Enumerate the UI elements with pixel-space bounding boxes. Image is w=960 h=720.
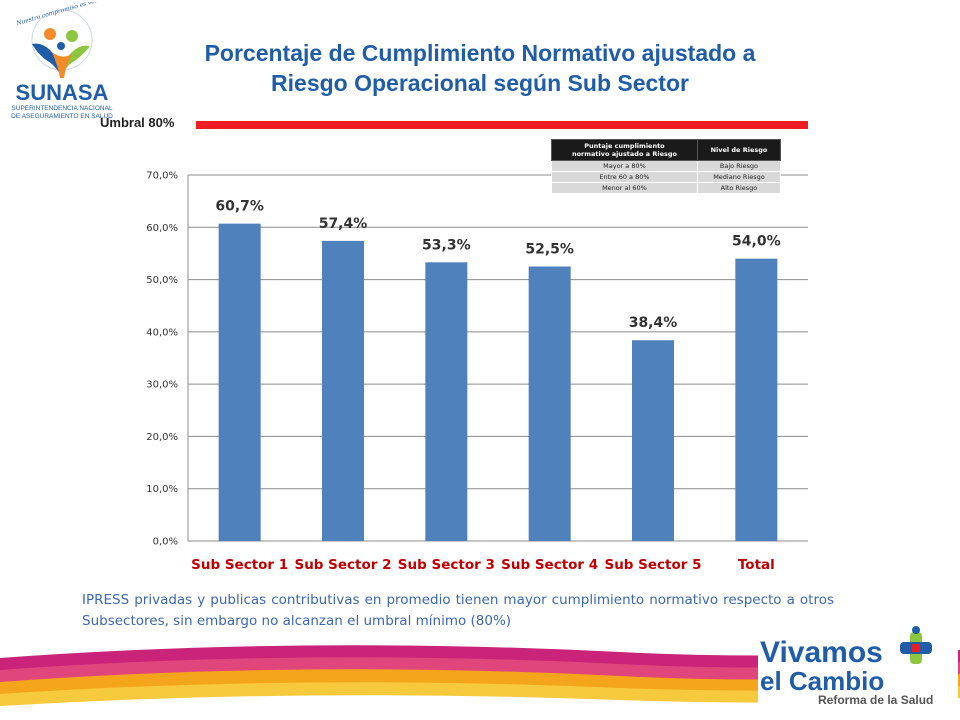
- y-tick-label: 0,0%: [153, 537, 178, 548]
- category-label: Total: [738, 557, 775, 573]
- page-title: Porcentaje de Cumplimiento Normativo aju…: [140, 38, 820, 98]
- data-labels: 60,7% 57,4% 53,3% 52,5% 38,4% 54,0%: [215, 199, 780, 332]
- risk-level-table: Puntaje cumplimiento normativo ajustado …: [551, 139, 782, 194]
- risk-table-row: Mayor a 80% Bajo Riesgo: [551, 160, 782, 172]
- category-label: Sub Sector 5: [604, 557, 701, 573]
- vivamos-word: Vivamos: [760, 636, 883, 669]
- category-label: Sub Sector 3: [398, 557, 495, 573]
- risk-table-header-score: Puntaje cumplimiento normativo ajustado …: [551, 139, 698, 161]
- risk-table-range: Menor al 60%: [551, 182, 698, 194]
- sunasa-subtitle-1: SUPERINTENDENCIA NACIONAL: [11, 105, 113, 112]
- data-label: 52,5%: [525, 242, 574, 258]
- risk-table-header: Puntaje cumplimiento normativo ajustado …: [551, 139, 782, 161]
- category-label: Sub Sector 4: [501, 557, 598, 573]
- risk-table-header-score-2: normativo ajustado a Riesgo: [571, 150, 677, 158]
- risk-table-level: Mediano Riesgo: [696, 171, 782, 183]
- bar-chart: 60,7% 57,4% 53,3% 52,5% 38,4% 54,0% 0,0% 10,0%…: [146, 171, 808, 573]
- bar: [322, 240, 364, 541]
- threshold-label: Umbral 80%: [100, 115, 175, 130]
- data-label: 53,3%: [422, 237, 471, 253]
- cross-icon: [900, 626, 932, 664]
- y-tick-label: 70,0%: [146, 171, 178, 182]
- risk-table-level: Bajo Riesgo: [696, 160, 782, 172]
- risk-table-range: Mayor a 80%: [551, 160, 698, 172]
- risk-table-row: Entre 60 a 80% Mediano Riesgo: [551, 171, 782, 183]
- y-tick-label: 50,0%: [146, 275, 178, 286]
- y-axis-ticks: 0,0% 10,0% 20,0% 30,0% 40,0% 50,0% 60,0% 70,0%: [146, 171, 178, 548]
- y-tick-label: 30,0%: [146, 380, 178, 391]
- title-line-2: Riesgo Operacional según Sub Sector: [271, 70, 689, 96]
- bars: [218, 223, 778, 541]
- summary-note: IPRESS privadas y publicas contributivas…: [82, 592, 834, 629]
- data-label: 38,4%: [629, 315, 678, 331]
- risk-table-header-score-1: Puntaje cumplimiento: [584, 142, 665, 150]
- risk-table-level: Alto Riesgo: [696, 182, 782, 194]
- y-tick-label: 60,0%: [146, 223, 178, 234]
- data-label: 57,4%: [319, 216, 368, 232]
- category-label: Sub Sector 2: [294, 557, 391, 573]
- title-line-1: Porcentaje de Cumplimiento Normativo aju…: [204, 40, 756, 66]
- bar: [528, 266, 571, 541]
- bar: [218, 223, 261, 541]
- sunasa-wordmark: SUNASA: [16, 80, 109, 105]
- risk-table-range: Entre 60 a 80%: [551, 171, 698, 183]
- vivamos-el-cambio-logo: Vivamos el Cambio Reforma de la Salud: [758, 620, 958, 710]
- bar: [632, 340, 674, 541]
- risk-table-row: Menor al 60% Alto Riesgo: [551, 182, 782, 194]
- el-cambio-word: el Cambio: [760, 666, 884, 696]
- sunasa-subtitle-2: DE ASEGURAMIENTO EN SALUD: [11, 113, 113, 120]
- reforma-tagline: Reforma de la Salud: [818, 693, 933, 707]
- x-axis-labels: Sub Sector 1 Sub Sector 2 Sub Sector 3 Sub …: [191, 557, 775, 573]
- grid: [187, 174, 808, 542]
- category-label: Sub Sector 1: [191, 557, 288, 573]
- y-tick-label: 20,0%: [146, 432, 178, 443]
- y-tick-label: 10,0%: [146, 484, 178, 495]
- data-label: 60,7%: [215, 199, 264, 215]
- threshold-line: [196, 121, 808, 129]
- bar: [425, 262, 468, 541]
- sunasa-logo: Nuestro compromiso es velar por tu Salud…: [11, 2, 122, 120]
- y-tick-label: 40,0%: [146, 327, 178, 338]
- data-label: 54,0%: [732, 234, 781, 250]
- decorative-stripes: [0, 645, 960, 720]
- risk-table-header-level: Nivel de Riesgo: [696, 139, 782, 161]
- bar: [735, 258, 778, 541]
